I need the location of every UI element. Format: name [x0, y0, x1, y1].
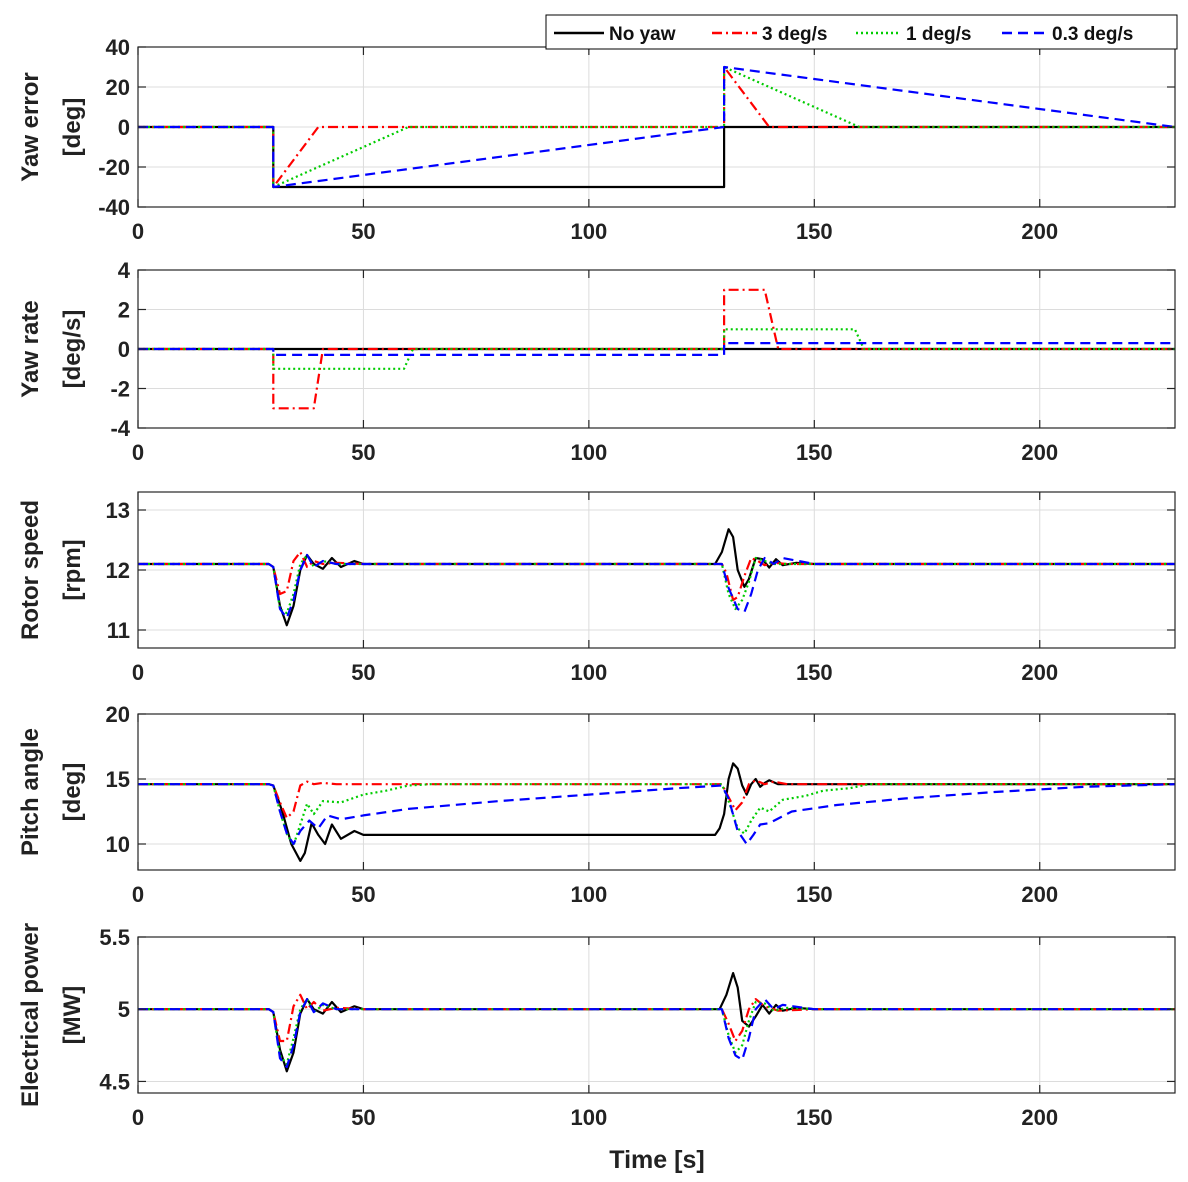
plot-area — [138, 937, 1175, 1093]
legend: No yaw 3 deg/s 1 deg/s 0.3 deg/s — [545, 14, 1178, 50]
y-tick-label: 0 — [118, 337, 130, 362]
y-tick-label: -40 — [98, 195, 130, 220]
x-tick-label: 50 — [351, 660, 375, 685]
series-group — [138, 288, 1175, 410]
panel-3: 0 50 100 150 200 11 12 13 Rotor speed [rpm] — [17, 491, 1176, 685]
x-tick-label: 200 — [1021, 219, 1058, 244]
legend-label-0-3-deg-s: 0.3 deg/s — [1052, 24, 1133, 45]
x-axis-label: Time [s] — [609, 1146, 704, 1174]
y-tick-label: 15 — [106, 767, 130, 792]
y-axis-label-line-1: Pitch angle — [17, 728, 44, 856]
x-tick-label: 150 — [796, 440, 833, 465]
x-tick-label: 150 — [796, 660, 833, 685]
x-tick-label: 100 — [571, 882, 608, 907]
x-tick-label: 150 — [796, 882, 833, 907]
axes-frame — [137, 713, 1176, 871]
y-axis-label-line-2: [MW] — [59, 986, 86, 1045]
series-line-1-deg-s — [138, 783, 1175, 847]
panel-4: 0 50 100 150 200 10 15 20 Pitch angle [deg] — [17, 702, 1176, 907]
y-tick-label: -20 — [98, 155, 130, 180]
y-tick-label: 20 — [106, 75, 130, 100]
y-tick-label: 5.5 — [99, 925, 130, 950]
x-tick-label: 100 — [571, 660, 608, 685]
y-axis-label-line-1: Yaw rate — [17, 300, 44, 397]
y-axis-label-line-1: Electrical power — [17, 923, 44, 1107]
x-tick-label: 0 — [132, 1105, 144, 1130]
y-axis-label-line-2: [rpm] — [59, 539, 86, 600]
x-tick-label: 50 — [351, 440, 375, 465]
x-tick-label: 0 — [132, 882, 144, 907]
x-tick-label: 50 — [351, 1105, 375, 1130]
panel-1: 0 50 100 150 200 -40 -20 0 20 40 Yaw error [deg] — [17, 35, 1176, 244]
y-axis-label-line-1: Yaw error — [17, 72, 44, 181]
x-tick-label: 100 — [571, 440, 608, 465]
x-tick-label: 0 — [132, 660, 144, 685]
series-line-1-deg-s — [138, 328, 1175, 370]
legend-label-no-yaw: No yaw — [609, 24, 676, 45]
series-line-0-3-deg-s — [138, 783, 1175, 846]
y-axis-label-line-1: Rotor speed — [17, 500, 44, 640]
x-tick-label: 200 — [1021, 882, 1058, 907]
x-tick-label: 0 — [132, 440, 144, 465]
y-tick-label: 20 — [106, 702, 130, 727]
panel-2: 0 50 100 150 200 -4 -2 0 2 4 Yaw rate [deg/s] — [17, 258, 1176, 465]
series-line-3-deg-s — [138, 779, 1175, 820]
series-group — [138, 528, 1175, 627]
series-group — [138, 762, 1175, 863]
legend-label-3-deg-s: 3 deg/s — [762, 24, 827, 45]
x-tick-label: 50 — [351, 882, 375, 907]
y-tick-label: 11 — [107, 618, 130, 643]
y-tick-label: -4 — [110, 416, 130, 441]
y-tick-label: 13 — [106, 498, 130, 523]
series-line-0-3-deg-s — [138, 997, 1175, 1069]
y-tick-label: 2 — [118, 298, 130, 323]
y-tick-label: 5 — [118, 997, 130, 1022]
y-tick-label: 40 — [106, 35, 130, 60]
x-tick-label: 0 — [132, 219, 144, 244]
x-tick-label: 150 — [796, 1105, 833, 1130]
y-axis-label-line-2: [deg] — [59, 763, 86, 822]
series-group — [138, 65, 1175, 189]
y-tick-label: 12 — [106, 558, 130, 583]
series-line-0-3-deg-s — [138, 342, 1175, 356]
series-group — [138, 971, 1175, 1073]
series-line-0-3-deg-s — [138, 65, 1175, 189]
series-line-3-deg-s — [138, 288, 1175, 410]
x-tick-label: 200 — [1021, 1105, 1058, 1130]
y-tick-label: 4.5 — [99, 1069, 130, 1094]
x-tick-label: 100 — [571, 1105, 608, 1130]
x-tick-label: 150 — [796, 219, 833, 244]
x-tick-label: 50 — [351, 219, 375, 244]
y-tick-label: 0 — [118, 115, 130, 140]
series-line-0-3-deg-s — [138, 553, 1175, 620]
legend-label-1-deg-s: 1 deg/s — [906, 24, 971, 45]
y-tick-label: 10 — [106, 832, 130, 857]
series-line-no-yaw — [138, 762, 1175, 863]
y-tick-label: -2 — [110, 377, 130, 402]
x-tick-label: 200 — [1021, 660, 1058, 685]
panel-5: 0 50 100 150 200 4.5 5 5.5 Electrical power [MW] — [17, 923, 1176, 1130]
axes-frame — [137, 936, 1176, 1094]
y-axis-label-line-2: [deg] — [59, 98, 86, 157]
y-tick-label: 4 — [118, 258, 131, 283]
x-tick-label: 100 — [571, 219, 608, 244]
x-tick-label: 200 — [1021, 440, 1058, 465]
y-axis-label-line-2: [deg/s] — [59, 310, 86, 389]
